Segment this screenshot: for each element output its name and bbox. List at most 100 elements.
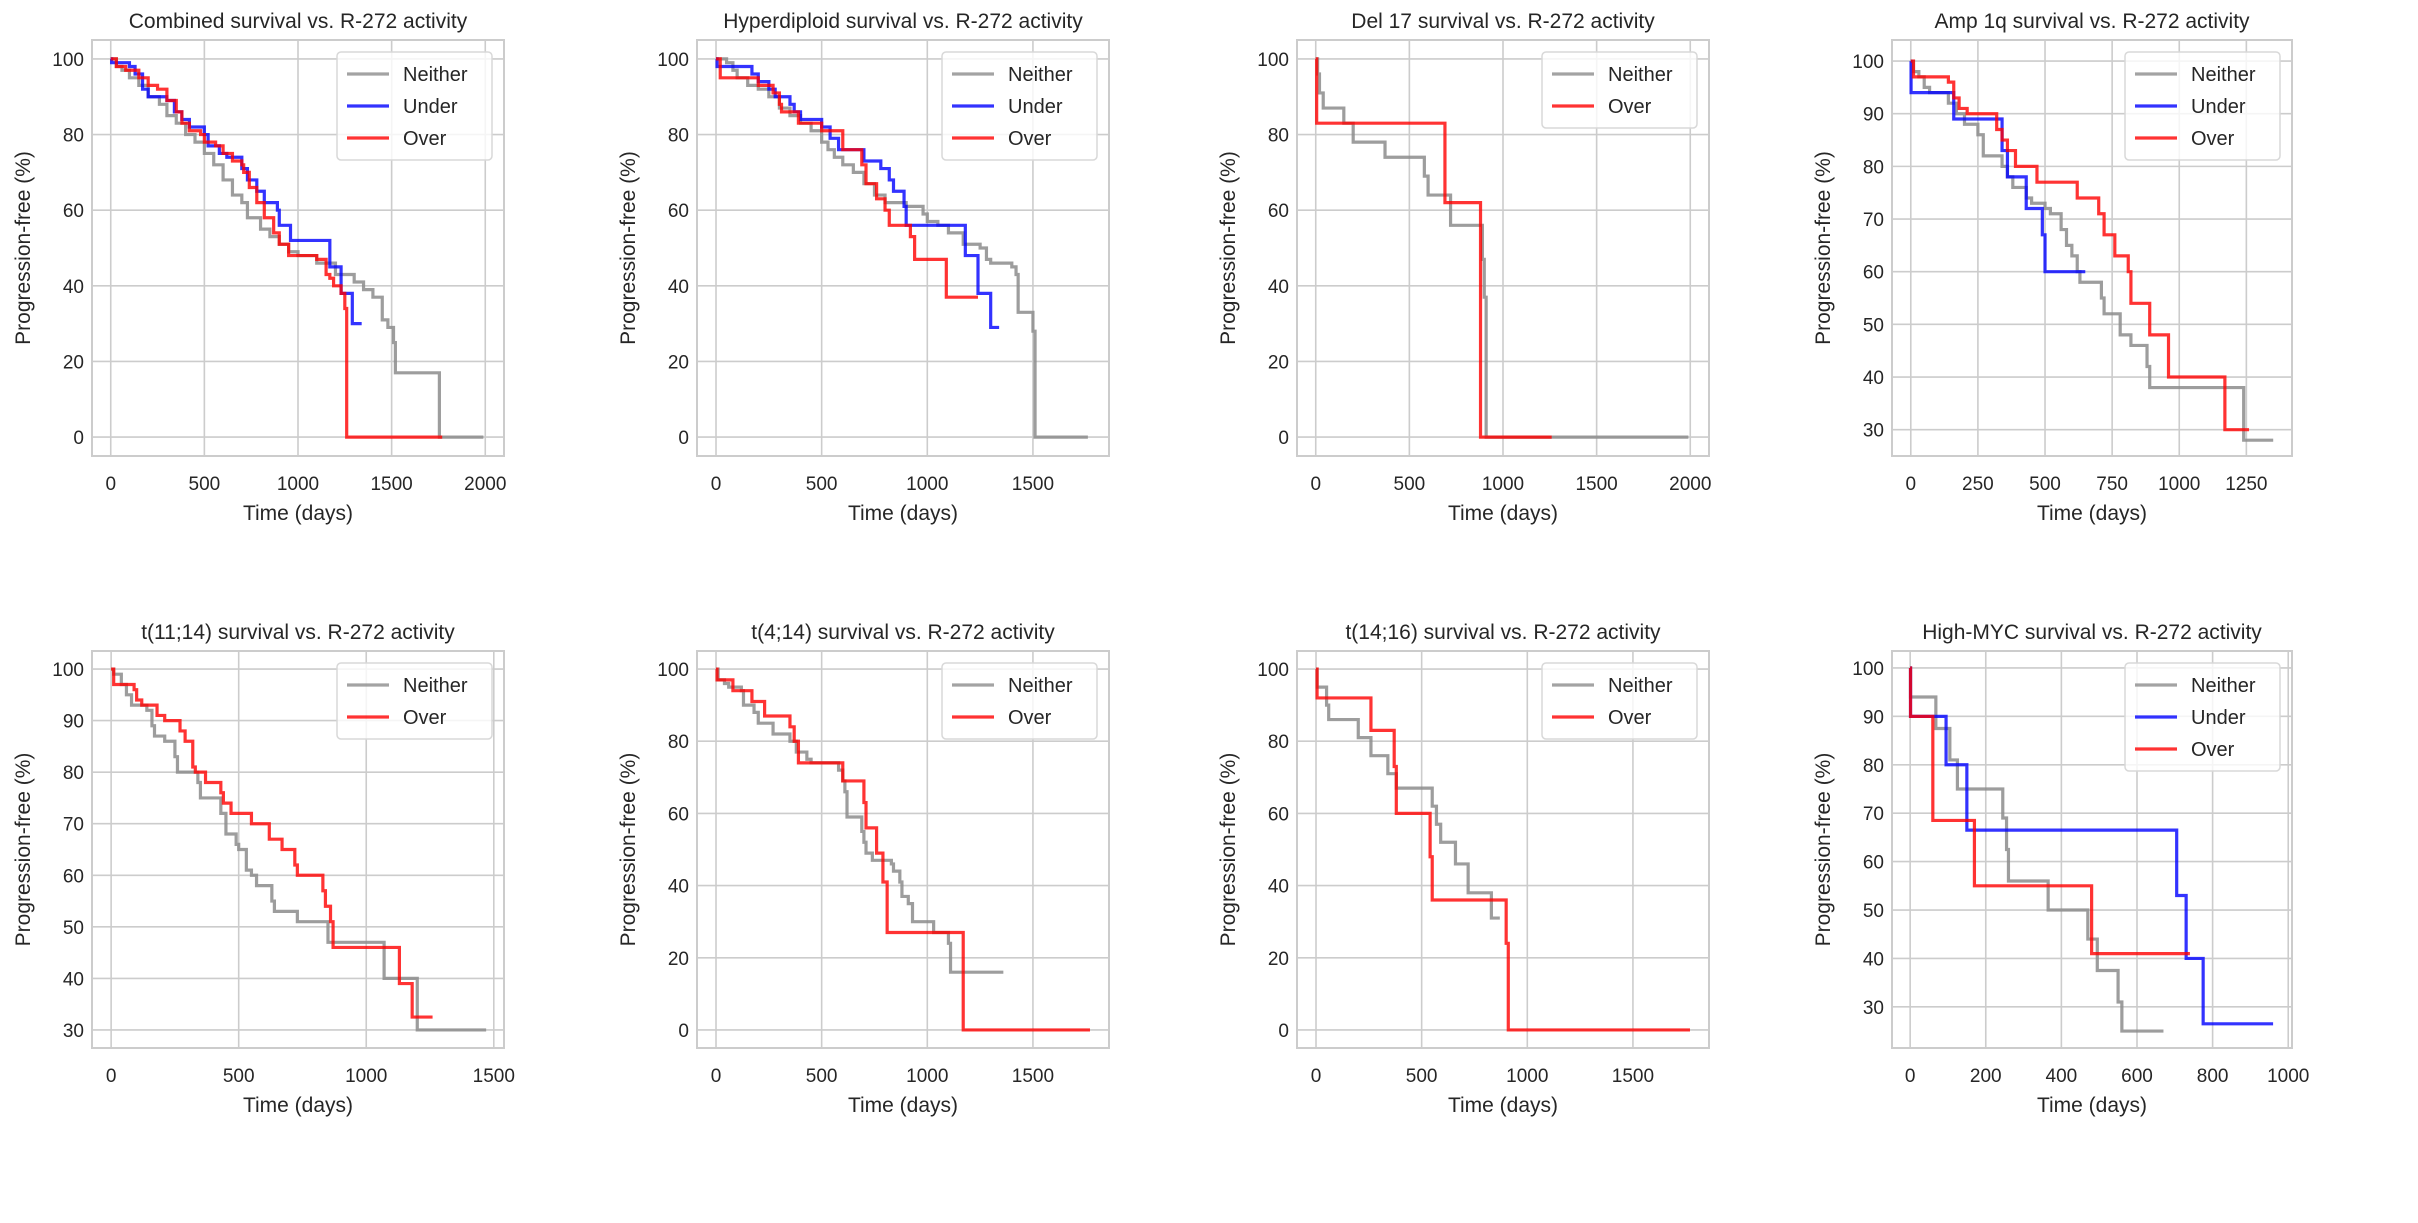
- legend: Neither Over: [336, 662, 493, 740]
- x-tick-label: 500: [1406, 1066, 1438, 1087]
- y-tick-label: 70: [63, 815, 84, 836]
- y-tick-label: 40: [1863, 949, 1884, 970]
- series-line-under: [1909, 59, 2086, 274]
- x-tick-label: 1500: [473, 1066, 515, 1087]
- y-tick-label: 40: [63, 969, 84, 990]
- y-tick-label: 0: [678, 428, 689, 449]
- y-tick-label: 80: [63, 126, 84, 147]
- y-tick-label: 60: [1268, 804, 1289, 825]
- axes-frame: [1296, 650, 1710, 1049]
- legend-box: [941, 51, 1098, 161]
- legend-box: [2124, 51, 2281, 161]
- series-line-over: [1910, 59, 2250, 432]
- x-tick-label: 200: [1970, 1066, 2002, 1087]
- x-tick-label: 0: [711, 474, 722, 495]
- y-axis-label: Progression-free (%): [12, 151, 35, 345]
- y-axis-label: Progression-free (%): [1812, 151, 1835, 345]
- x-tick-label: 1500: [370, 474, 412, 495]
- legend-label: Under: [2191, 707, 2246, 729]
- y-tick-label: 40: [1268, 277, 1289, 298]
- series-line-neither: [1910, 59, 2274, 442]
- series-line-under: [110, 57, 362, 326]
- series-line-neither: [716, 667, 1004, 974]
- y-tick-label: 0: [678, 1021, 689, 1042]
- x-tick-label: 1500: [1012, 474, 1054, 495]
- axes-frame: [696, 650, 1110, 1049]
- legend-label: Over: [1008, 707, 1052, 729]
- x-tick-label: 1500: [1012, 1066, 1054, 1087]
- series-line-over: [1315, 667, 1690, 1032]
- y-tick-label: 60: [63, 866, 84, 887]
- x-tick-label: 600: [2121, 1066, 2153, 1087]
- series-line-over: [716, 57, 979, 299]
- x-tick-label: 1250: [2225, 474, 2267, 495]
- subplot-6: 0 500 1000 1500 0 20 40 60 80 100 t(4;14) survival…: [617, 621, 1110, 1117]
- axes-frame: [1296, 39, 1710, 457]
- y-tick-label: 60: [1863, 263, 1884, 284]
- legend-label: Over: [1008, 128, 1052, 150]
- y-tick-label: 100: [1257, 50, 1289, 71]
- x-axis-label: Time (days): [848, 1094, 958, 1117]
- x-tick-label: 500: [806, 474, 838, 495]
- y-tick-label: 60: [668, 201, 689, 222]
- legend-label: Neither: [403, 675, 468, 697]
- x-axis-label: Time (days): [1448, 502, 1558, 525]
- legend-label: Neither: [2191, 64, 2256, 86]
- y-tick-label: 20: [668, 352, 689, 373]
- y-axis-label: Progression-free (%): [1217, 151, 1240, 345]
- y-axis-label: Progression-free (%): [1812, 753, 1835, 947]
- x-tick-label: 1000: [1506, 1066, 1548, 1087]
- y-tick-label: 30: [1863, 998, 1884, 1019]
- y-tick-label: 80: [668, 732, 689, 753]
- x-tick-label: 1000: [906, 1066, 948, 1087]
- subplot-1: 0 500 1000 1500 2000 0 20 40 60 80 100 Combined sur…: [12, 10, 506, 525]
- x-axis-label: Time (days): [1448, 1094, 1558, 1117]
- legend: Neither Under Over: [336, 51, 493, 161]
- legend-box: [1541, 51, 1698, 129]
- y-tick-label: 40: [668, 277, 689, 298]
- x-tick-label: 1500: [1575, 474, 1617, 495]
- y-tick-label: 20: [668, 949, 689, 970]
- y-tick-label: 100: [1852, 52, 1884, 73]
- y-tick-label: 50: [63, 918, 84, 939]
- subplot-7: 0 500 1000 1500 0 20 40 60 80 100 t(14;16) surviva…: [1217, 621, 1710, 1117]
- x-tick-label: 2000: [464, 474, 506, 495]
- subplot-title: t(14;16) survival vs. R-272 activity: [1345, 621, 1661, 644]
- x-tick-label: 1000: [2158, 474, 2200, 495]
- series-line-over: [111, 667, 433, 1019]
- legend: Neither Over: [1541, 662, 1698, 740]
- y-tick-label: 90: [63, 712, 84, 733]
- axes-frame: [1891, 650, 2293, 1049]
- y-tick-label: 80: [63, 763, 84, 784]
- x-tick-label: 1000: [906, 474, 948, 495]
- subplot-title: Del 17 survival vs. R-272 activity: [1351, 10, 1655, 33]
- y-tick-label: 80: [1863, 157, 1884, 178]
- x-tick-label: 800: [2197, 1066, 2229, 1087]
- legend-label: Neither: [1008, 64, 1073, 86]
- legend-label: Over: [2191, 739, 2235, 761]
- x-tick-label: 500: [223, 1066, 255, 1087]
- legend-label: Neither: [1608, 64, 1673, 86]
- series-line-under: [715, 57, 1000, 330]
- x-tick-label: 0: [106, 1066, 117, 1087]
- legend-label: Over: [2191, 128, 2235, 150]
- series-line-neither: [1315, 667, 1500, 920]
- subplot-title: Hyperdiploid survival vs. R-272 activity: [723, 10, 1083, 33]
- legend: Neither Under Over: [2124, 662, 2281, 772]
- x-tick-label: 0: [1310, 474, 1321, 495]
- y-tick-label: 100: [52, 50, 84, 71]
- y-tick-label: 80: [668, 126, 689, 147]
- series-line-over: [1315, 57, 1552, 439]
- y-tick-label: 20: [63, 352, 84, 373]
- y-axis-label: Progression-free (%): [12, 753, 35, 947]
- subplot-title: t(11;14) survival vs. R-272 activity: [141, 621, 455, 644]
- subplot-3: 0 500 1000 1500 2000 0 20 40 60 80 100 Del 17 survi…: [1217, 10, 1711, 525]
- y-tick-label: 50: [1863, 901, 1884, 922]
- legend-label: Neither: [403, 64, 468, 86]
- y-tick-label: 70: [1863, 210, 1884, 231]
- series-line-over: [715, 667, 1090, 1032]
- axes-frame: [91, 39, 505, 457]
- legend-label: Neither: [1008, 675, 1073, 697]
- subplot-title: t(4;14) survival vs. R-272 activity: [751, 621, 1055, 644]
